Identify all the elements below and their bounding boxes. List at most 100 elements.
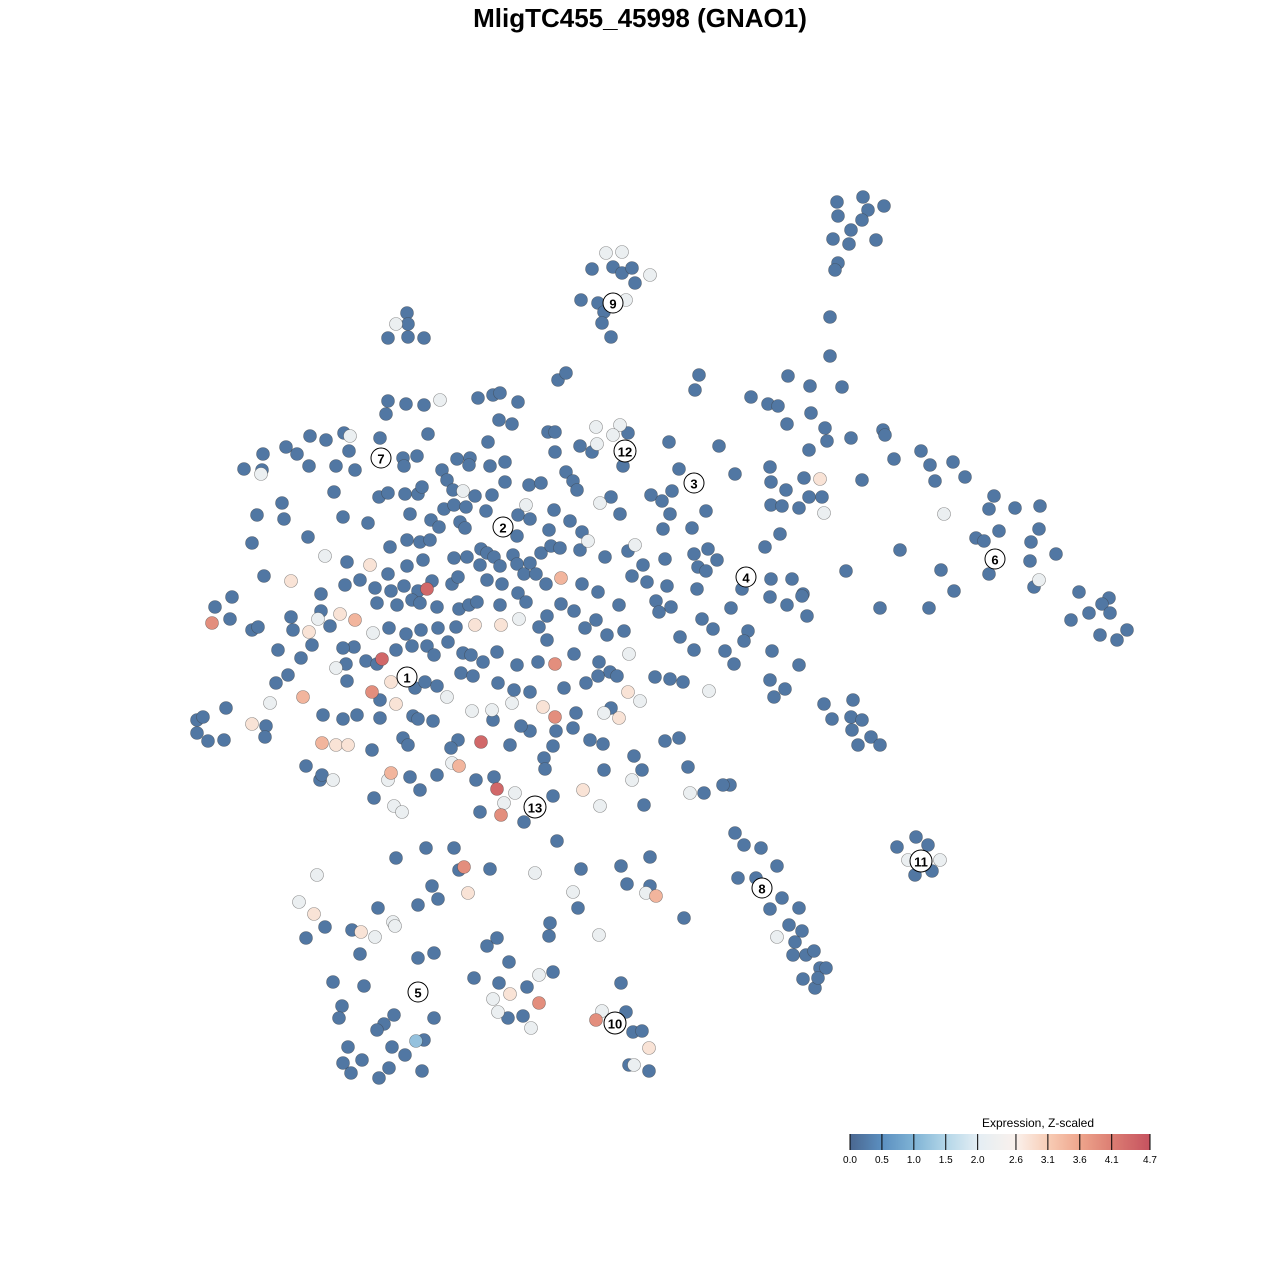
data-point xyxy=(610,669,624,683)
cluster-label-text: 13 xyxy=(528,801,542,816)
data-point xyxy=(695,612,709,626)
data-point xyxy=(250,508,264,522)
data-point xyxy=(381,331,395,345)
data-point xyxy=(699,504,713,518)
data-point xyxy=(593,799,607,813)
data-point xyxy=(381,567,395,581)
legend-tick-label: 2.6 xyxy=(1009,1155,1023,1166)
cluster-label-badge xyxy=(603,1011,627,1035)
data-point xyxy=(673,630,687,644)
data-point xyxy=(485,488,499,502)
data-point xyxy=(505,696,519,710)
data-point xyxy=(548,710,562,724)
data-point xyxy=(716,778,730,792)
cluster-label-badge xyxy=(984,548,1006,570)
data-point xyxy=(372,1071,386,1085)
data-point xyxy=(763,902,777,916)
data-point xyxy=(570,483,584,497)
data-point xyxy=(804,406,818,420)
data-point xyxy=(344,1066,358,1080)
data-point xyxy=(415,480,429,494)
data-point xyxy=(490,645,504,659)
data-point xyxy=(687,547,701,561)
data-point xyxy=(923,458,937,472)
data-point xyxy=(807,944,821,958)
data-point xyxy=(589,1013,603,1027)
data-point xyxy=(622,647,636,661)
data-point xyxy=(341,738,355,752)
data-point xyxy=(462,458,476,472)
data-point xyxy=(503,738,517,752)
data-point xyxy=(574,862,588,876)
data-point xyxy=(625,773,639,787)
data-point xyxy=(395,805,409,819)
data-point xyxy=(401,317,415,331)
data-point xyxy=(612,598,626,612)
data-point xyxy=(423,533,437,547)
data-point xyxy=(1093,628,1107,642)
data-point xyxy=(1082,606,1096,620)
data-point xyxy=(256,447,270,461)
data-point xyxy=(649,889,663,903)
data-point xyxy=(452,759,466,773)
data-point xyxy=(217,733,231,747)
data-point xyxy=(1024,535,1038,549)
cluster-label-badge xyxy=(909,849,933,873)
data-point xyxy=(507,683,521,697)
data-point xyxy=(600,628,614,642)
data-point xyxy=(1032,573,1046,587)
data-point xyxy=(307,907,321,921)
data-point xyxy=(388,919,402,933)
data-point xyxy=(516,1009,530,1023)
data-point xyxy=(471,391,485,405)
data-point xyxy=(323,619,337,633)
data-point xyxy=(290,447,304,461)
data-point xyxy=(795,924,809,938)
data-point xyxy=(592,655,606,669)
data-point xyxy=(523,512,537,526)
data-point xyxy=(780,417,794,431)
data-point xyxy=(795,589,809,603)
data-point xyxy=(728,467,742,481)
data-point xyxy=(528,866,542,880)
data-point xyxy=(354,925,368,939)
data-point xyxy=(796,972,810,986)
data-point xyxy=(566,885,580,899)
data-point xyxy=(534,546,548,560)
legend-tick-label: 1.0 xyxy=(907,1155,921,1166)
data-point xyxy=(597,706,611,720)
data-point xyxy=(510,658,524,672)
cluster-label-1: 1 xyxy=(396,666,418,688)
data-point xyxy=(340,555,354,569)
data-point xyxy=(660,579,674,593)
data-point xyxy=(498,475,512,489)
data-point xyxy=(909,830,923,844)
data-point xyxy=(327,485,341,499)
data-point xyxy=(845,723,859,737)
data-point xyxy=(335,999,349,1013)
data-point xyxy=(835,380,849,394)
data-point xyxy=(296,690,310,704)
cluster-label-text: 3 xyxy=(690,477,697,492)
data-point xyxy=(664,600,678,614)
data-point xyxy=(869,233,883,247)
data-point xyxy=(595,316,609,330)
data-point xyxy=(823,349,837,363)
data-point xyxy=(643,850,657,864)
data-point xyxy=(511,586,525,600)
data-point xyxy=(797,471,811,485)
data-point xyxy=(190,726,204,740)
data-point xyxy=(873,601,887,615)
data-point xyxy=(399,627,413,641)
data-point xyxy=(444,741,458,755)
data-point xyxy=(305,638,319,652)
data-point xyxy=(615,245,629,259)
data-point xyxy=(598,550,612,564)
data-point xyxy=(992,524,1006,538)
data-point xyxy=(326,773,340,787)
data-point xyxy=(606,428,620,442)
data-point xyxy=(275,496,289,510)
cluster-label-7: 7 xyxy=(370,447,392,469)
data-point xyxy=(688,383,702,397)
